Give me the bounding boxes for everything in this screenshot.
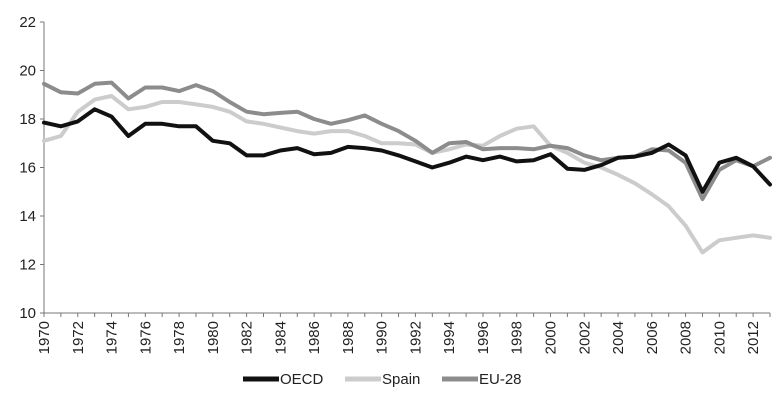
x-tick-label: 2012 (745, 321, 762, 354)
y-tick-label: 18 (19, 111, 36, 128)
x-tick-label: 2010 (711, 321, 728, 354)
x-tick-label: 1992 (407, 321, 424, 354)
x-tick-label: 2000 (543, 321, 560, 354)
x-tick-label: 1980 (205, 321, 222, 354)
x-tick-label: 1994 (441, 321, 458, 354)
x-tick-label: 1990 (374, 321, 391, 354)
legend-label-eu-28: EU-28 (479, 371, 522, 388)
x-tick-label: 1998 (509, 321, 526, 354)
series-line-eu-28 (42, 80, 772, 201)
series-line-spain (42, 94, 772, 255)
x-tick-label: 2002 (576, 321, 593, 354)
legend-label-oecd: OECD (280, 371, 324, 388)
series-lines (42, 80, 772, 255)
y-tick-label: 16 (19, 160, 36, 177)
y-tick-label: 22 (19, 14, 36, 31)
y-tick-label: 12 (19, 257, 36, 274)
legend-label-spain: Spain (382, 371, 420, 388)
y-tick-label: 14 (19, 208, 36, 225)
y-tick-label: 20 (19, 63, 36, 80)
x-tick-label: 1970 (36, 321, 53, 354)
y-axis: 10 12 14 16 18 20 22 (19, 14, 45, 322)
x-tick-label: 1978 (171, 321, 188, 354)
x-tick-label: 1996 (475, 321, 492, 354)
x-tick-label: 1974 (104, 321, 121, 354)
x-tick-label: 1986 (306, 321, 323, 354)
series-line-oecd (42, 107, 772, 194)
y-tick-label: 10 (19, 305, 36, 322)
x-tick-label: 2008 (678, 321, 695, 354)
x-tick-label: 1988 (340, 321, 357, 354)
x-tick-label: 1976 (137, 321, 154, 354)
x-tick-label: 2006 (644, 321, 661, 354)
x-tick-label: 1984 (272, 321, 289, 354)
x-axis: 1970 1972 1974 1976 1978 1980 1982 1984 1986 1988… (36, 312, 771, 354)
legend: OECD Spain EU-28 (243, 371, 522, 388)
x-tick-label: 2004 (610, 321, 627, 354)
x-tick-label: 1972 (70, 321, 87, 354)
x-tick-label: 1982 (239, 321, 256, 354)
